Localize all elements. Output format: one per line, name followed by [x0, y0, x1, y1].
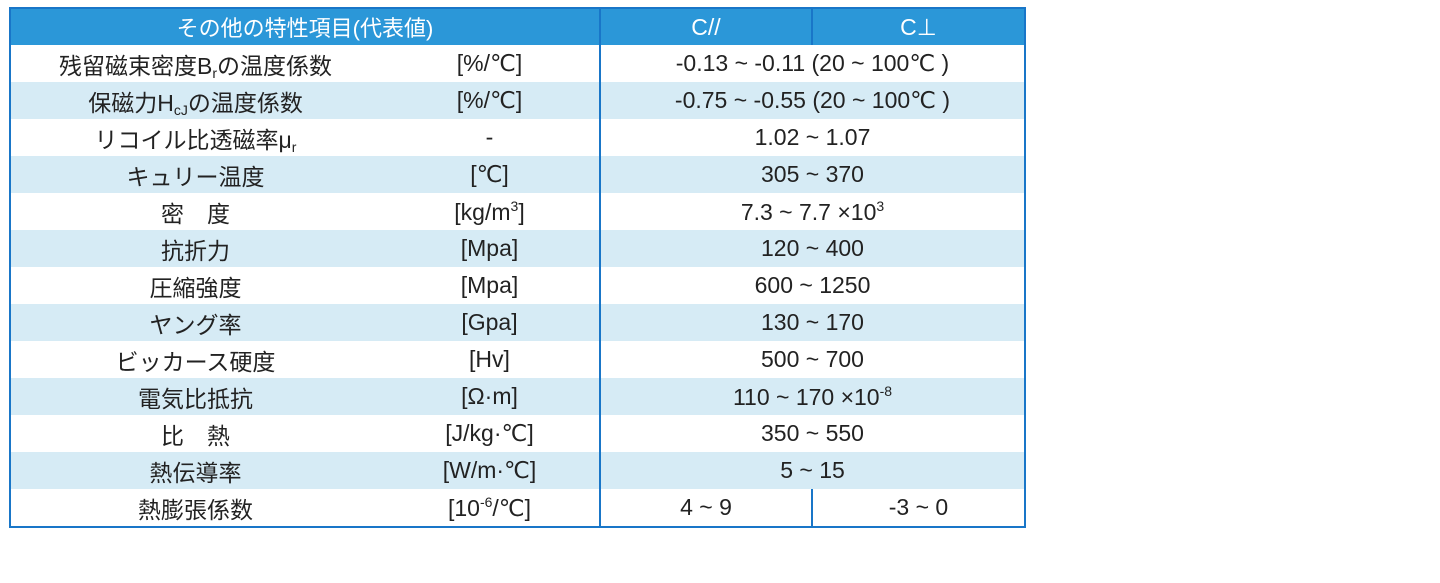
property-unit: [Gpa] — [380, 304, 600, 341]
property-name: ビッカース硬度 — [10, 341, 380, 378]
table-row: 熱伝導率 [W/m·℃] 5 ~ 15 — [10, 452, 1025, 489]
table-row: 電気比抵抗 [Ω·m] 110 ~ 170 ×10-8 — [10, 378, 1025, 415]
header-property: その他の特性項目(代表値) — [10, 8, 600, 45]
property-unit: [kg/m3] — [380, 193, 600, 230]
table-row: ヤング率 [Gpa] 130 ~ 170 — [10, 304, 1025, 341]
property-name: ヤング率 — [10, 304, 380, 341]
header-c-perp: C⊥ — [811, 8, 1025, 45]
property-value: 110 ~ 170 ×10-8 — [599, 378, 1025, 415]
property-value: 7.3 ~ 7.7 ×103 — [599, 193, 1025, 230]
table-row: キュリー温度 [℃] 305 ~ 370 — [10, 156, 1025, 193]
property-value: -0.75 ~ -0.55 (20 ~ 100℃ ) — [599, 82, 1025, 119]
property-name: 残留磁束密度Brの温度係数 — [10, 45, 380, 82]
table-row: 比 熱 [J/kg·℃] 350 ~ 550 — [10, 415, 1025, 452]
table-row: 抗折力 [Mpa] 120 ~ 400 — [10, 230, 1025, 267]
property-unit: [W/m·℃] — [380, 452, 600, 489]
property-unit: [10-6/℃] — [380, 489, 600, 527]
properties-table: その他の特性項目(代表値) C// C⊥ 残留磁束密度Brの温度係数 [%/℃]… — [9, 7, 1026, 528]
property-unit: [Mpa] — [380, 267, 600, 304]
property-value-perp: -3 ~ 0 — [811, 489, 1025, 527]
property-value: 600 ~ 1250 — [599, 267, 1025, 304]
table-row: リコイル比透磁率μr - 1.02 ~ 1.07 — [10, 119, 1025, 156]
property-value: 130 ~ 170 — [599, 304, 1025, 341]
table-row: ビッカース硬度 [Hv] 500 ~ 700 — [10, 341, 1025, 378]
property-name: リコイル比透磁率μr — [10, 119, 380, 156]
header-c-parallel: C// — [599, 8, 812, 45]
table-header-row: その他の特性項目(代表値) C// C⊥ — [10, 8, 1025, 45]
property-unit: [%/℃] — [380, 82, 600, 119]
property-value: 500 ~ 700 — [599, 341, 1025, 378]
property-name: キュリー温度 — [10, 156, 380, 193]
property-unit: [Ω·m] — [380, 378, 600, 415]
property-unit: [%/℃] — [380, 45, 600, 82]
property-value-parallel: 4 ~ 9 — [599, 489, 812, 527]
property-name: 圧縮強度 — [10, 267, 380, 304]
property-value: 120 ~ 400 — [599, 230, 1025, 267]
property-name: 抗折力 — [10, 230, 380, 267]
table-row: 残留磁束密度Brの温度係数 [%/℃] -0.13 ~ -0.11 (20 ~ … — [10, 45, 1025, 82]
property-name: 熱伝導率 — [10, 452, 380, 489]
property-name: 保磁力HcJの温度係数 — [10, 82, 380, 119]
table-row: 圧縮強度 [Mpa] 600 ~ 1250 — [10, 267, 1025, 304]
property-name: 密 度 — [10, 193, 380, 230]
property-value: 5 ~ 15 — [599, 452, 1025, 489]
table-row: 熱膨張係数 [10-6/℃] 4 ~ 9 -3 ~ 0 — [10, 489, 1025, 527]
property-value: 305 ~ 370 — [599, 156, 1025, 193]
property-unit: [℃] — [380, 156, 600, 193]
property-name: 熱膨張係数 — [10, 489, 380, 527]
property-unit: [J/kg·℃] — [380, 415, 600, 452]
table-row: 密 度 [kg/m3] 7.3 ~ 7.7 ×103 — [10, 193, 1025, 230]
table-row: 保磁力HcJの温度係数 [%/℃] -0.75 ~ -0.55 (20 ~ 10… — [10, 82, 1025, 119]
property-unit: [Mpa] — [380, 230, 600, 267]
property-value: 350 ~ 550 — [599, 415, 1025, 452]
property-value: -0.13 ~ -0.11 (20 ~ 100℃ ) — [599, 45, 1025, 82]
property-value: 1.02 ~ 1.07 — [599, 119, 1025, 156]
property-unit: - — [380, 119, 600, 156]
property-unit: [Hv] — [380, 341, 600, 378]
property-name: 比 熱 — [10, 415, 380, 452]
property-name: 電気比抵抗 — [10, 378, 380, 415]
